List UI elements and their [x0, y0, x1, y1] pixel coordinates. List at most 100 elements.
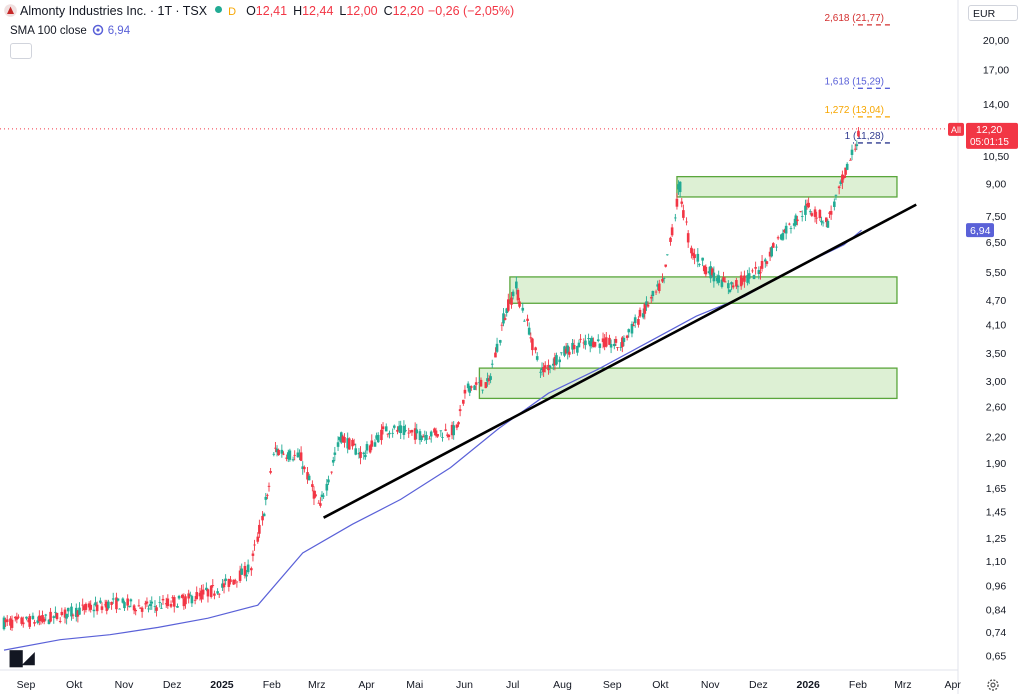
- candle-body: [118, 608, 121, 610]
- candle-body: [317, 502, 321, 504]
- candle-body: [235, 581, 239, 583]
- candle-body: [674, 217, 677, 219]
- candle-body: [675, 198, 679, 207]
- candle-body: [657, 283, 661, 292]
- support-zone: [509, 276, 898, 304]
- candle-body: [243, 565, 247, 576]
- candle-body: [60, 611, 64, 616]
- candle-body: [821, 222, 825, 224]
- candle-body: [722, 277, 725, 282]
- candle-body: [691, 252, 695, 256]
- x-tick-label: Nov: [115, 679, 134, 691]
- candle-body: [4, 619, 7, 623]
- candle-body: [654, 291, 658, 293]
- candle-body: [343, 437, 346, 443]
- y-tick-label: 7,50: [986, 211, 1007, 223]
- currency-select[interactable]: EUR: [968, 5, 1018, 21]
- y-tick-label: 1,65: [986, 483, 1007, 495]
- gear-icon[interactable]: [986, 678, 1000, 692]
- collapse-legend-button[interactable]: [10, 43, 32, 59]
- candle-body: [83, 605, 86, 611]
- candle-body: [553, 357, 557, 366]
- y-tick-label: 17,00: [983, 64, 1009, 76]
- x-tick-label: Mai: [406, 679, 423, 691]
- candle-body: [828, 212, 831, 214]
- candle-body: [311, 484, 314, 487]
- candle-body: [386, 433, 390, 435]
- x-tick-label: Jul: [506, 679, 519, 691]
- candle-body: [850, 149, 854, 155]
- candle-body: [590, 337, 594, 346]
- candle-body: [127, 605, 131, 607]
- x-tick-label: Aug: [553, 679, 572, 691]
- indicator-value: 6,94: [107, 25, 131, 37]
- y-tick-label: 14,00: [983, 99, 1009, 111]
- x-tick-label: Dez: [163, 679, 182, 691]
- candle-body: [314, 494, 317, 497]
- y-tick-label: 4,70: [986, 295, 1007, 307]
- candle-body: [731, 285, 735, 288]
- candle-body: [55, 612, 59, 620]
- candle-body: [303, 466, 306, 470]
- candle-body: [365, 444, 369, 451]
- candle-body: [633, 317, 637, 324]
- candle-body: [81, 604, 84, 606]
- y-tick-label: 5,50: [986, 267, 1007, 279]
- candle-body: [291, 459, 295, 461]
- candle-body: [368, 445, 372, 453]
- candle-body: [474, 382, 478, 385]
- candle-body: [150, 601, 154, 604]
- candle-body: [576, 346, 579, 353]
- candle-body: [132, 605, 136, 611]
- x-tick-label: Feb: [263, 679, 281, 691]
- y-tick-label: 0,65: [986, 651, 1007, 663]
- symbol-title[interactable]: Almonty Industries Inc. · 1T · TSX: [20, 4, 208, 18]
- candle-body: [637, 319, 640, 325]
- candle-body: [495, 343, 499, 352]
- candle-body: [251, 553, 255, 556]
- candle-body: [511, 291, 515, 297]
- candle-body: [380, 429, 383, 441]
- candle-body: [319, 503, 322, 506]
- candle-body: [92, 609, 96, 612]
- y-tick-label: 6,50: [986, 237, 1007, 249]
- candle-body: [526, 318, 529, 322]
- candle-body: [837, 186, 841, 189]
- candle-body: [76, 610, 80, 617]
- candle-body: [89, 604, 93, 610]
- tradingview-logo-icon[interactable]: ▇◢: [10, 650, 35, 667]
- candle-body: [330, 471, 333, 473]
- ohlc-close-value: 12,20: [392, 4, 424, 18]
- candle-body: [9, 618, 12, 626]
- candle-body: [455, 424, 459, 428]
- candle-body: [123, 602, 126, 609]
- candle-body: [746, 274, 749, 283]
- candle-body: [804, 205, 807, 215]
- candle-body: [853, 148, 857, 150]
- candle-body: [523, 320, 526, 322]
- candle-body: [100, 606, 104, 610]
- candle-body: [413, 428, 417, 440]
- candle-body: [457, 422, 460, 425]
- candle-body: [775, 246, 778, 248]
- candle-body: [609, 344, 613, 348]
- indicator-settings-icon[interactable]: [92, 24, 104, 36]
- candle-body: [21, 622, 25, 625]
- candle-body: [763, 259, 767, 262]
- candle-body: [39, 618, 43, 621]
- ohlc-open-label: O: [246, 4, 256, 18]
- candle-body: [598, 343, 602, 348]
- indicator-legend[interactable]: SMA 100 close 6,94: [10, 24, 130, 37]
- candle-body: [331, 460, 335, 463]
- candle-body: [566, 345, 570, 354]
- candle-body: [535, 356, 539, 360]
- candle-body: [272, 453, 276, 455]
- candle-body: [20, 617, 23, 624]
- candle-body: [452, 425, 455, 436]
- last-price-tag: [966, 122, 1018, 149]
- candle-body: [730, 282, 733, 285]
- candle-body: [285, 457, 288, 459]
- candle-body: [410, 429, 414, 433]
- candle-body: [70, 606, 73, 617]
